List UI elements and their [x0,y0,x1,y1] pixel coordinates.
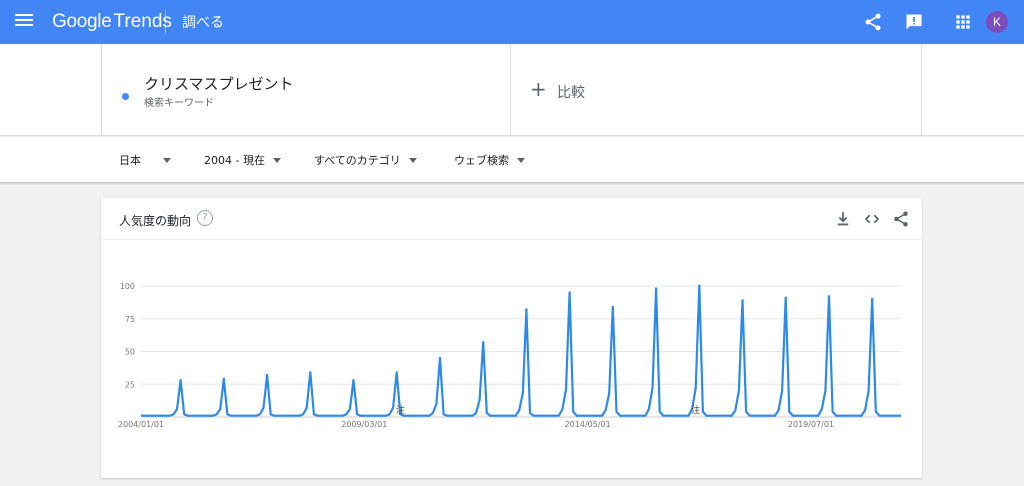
help-icon[interactable]: ? [197,210,213,226]
x-tick-label: 2004/01/01 [118,420,164,429]
apps-icon[interactable] [953,12,973,32]
data-point [179,379,182,382]
y-tick-label: 50 [125,348,135,357]
share-icon[interactable] [892,210,910,228]
chevron-down-icon [163,157,171,163]
data-point [698,284,701,288]
data-point [481,341,485,344]
google-trends-logo[interactable]: Google Trends [52,11,172,33]
menu-icon[interactable] [15,14,33,30]
logo-trends-text: Trends [113,11,172,32]
search-term-type: 検索キーワード [144,98,214,109]
feedback-icon[interactable] [904,12,924,32]
annotation-marker[interactable]: 注 [691,404,700,416]
embed-icon[interactable] [863,210,881,228]
data-point [438,356,442,360]
data-point [568,291,571,294]
download-icon[interactable] [834,210,852,228]
interest-line-chart[interactable]: 25 50 75 100 2004/01/01 2009/03/01 2014/05/01 2… [101,240,922,478]
data-point [352,379,355,382]
search-term-panel: クリスマスプレゼント 検索キーワード + 比較 [0,44,1024,136]
time-range-dropdown[interactable]: 2004 - 現在 [204,152,281,168]
card-header: 人気度の動向 ? [101,198,922,240]
data-point [395,371,398,374]
x-tick-label: 2009/03/01 [341,420,387,429]
logo-google-text: Google [52,11,112,32]
y-tick-label: 75 [125,315,135,324]
search-term[interactable]: クリスマスプレゼント [144,75,294,93]
topbar-divider [165,10,166,34]
search-type-dropdown[interactable]: ウェブ検索 [454,152,525,168]
data-point [827,295,831,298]
top-app-bar: Google Trends 調べる K [0,0,1024,44]
page-title: 調べる [182,15,224,31]
data-point [525,308,528,311]
chevron-down-icon [517,157,525,163]
search-type-label: ウェブ検索 [454,154,509,167]
avatar[interactable]: K [986,11,1008,33]
x-tick-label: 2019/07/01 [788,420,834,429]
data-point [741,299,744,302]
share-icon[interactable] [863,12,883,32]
chart-area: 25 50 75 100 2004/01/01 2009/03/01 2014/05/01 2… [101,240,922,478]
compare-button[interactable]: + 比較 [512,44,922,136]
data-point [265,373,269,377]
time-range-label: 2004 - 現在 [204,154,265,167]
interest-over-time-card: 人気度の動向 ? 25 50 75 100 2004/01/01 2009/03/01 20… [101,198,922,478]
data-point [654,287,658,290]
compare-label: 比較 [557,85,585,101]
region-dropdown[interactable]: 日本 [119,152,171,168]
x-tick-label: 2014/05/01 [565,420,611,429]
chevron-down-icon [408,157,417,163]
y-tick-label: 100 [120,282,135,291]
category-label: すべてのカテゴリ [314,154,401,167]
data-point [309,371,312,374]
data-point [222,377,226,381]
add-icon: + [530,77,547,101]
data-point [870,297,874,301]
filter-bar: 日本 2004 - 現在 すべてのカテゴリ ウェブ検索 [0,137,1024,183]
data-point [611,305,615,309]
data-point [784,296,787,299]
card-title: 人気度の動向 [119,214,192,228]
chevron-down-icon [272,157,281,163]
region-label: 日本 [119,154,141,167]
category-dropdown[interactable]: すべてのカテゴリ [314,152,417,168]
term-color-dot [122,93,129,100]
search-term-card[interactable]: クリスマスプレゼント 検索キーワード [101,44,511,136]
annotation-marker[interactable]: 注 [396,404,405,416]
y-tick-label: 25 [125,380,135,389]
series-line [141,284,901,417]
